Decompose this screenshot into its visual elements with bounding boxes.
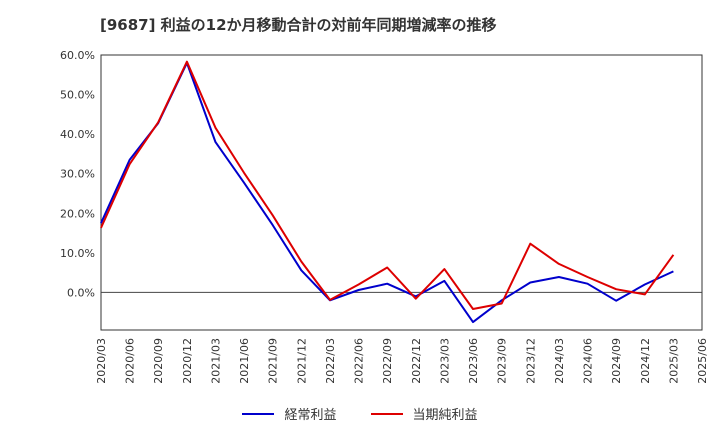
legend-item-ordinary-profit[interactable]: 経常利益 (242, 404, 337, 423)
y-tick-label: 0.0% (67, 286, 95, 299)
x-tick-label: 2020/06 (124, 338, 137, 384)
x-tick-label: 2022/06 (353, 338, 366, 384)
x-tick-label: 2024/12 (639, 338, 652, 384)
plot-frame (100, 54, 703, 331)
y-tick-label: 50.0% (60, 89, 95, 102)
x-tick-label: 2023/03 (438, 338, 451, 384)
y-tick-label: 10.0% (60, 247, 95, 260)
x-tick-label: 2023/06 (467, 338, 480, 384)
series-line-net-profit (100, 60, 675, 310)
x-tick-label: 2022/03 (324, 338, 337, 384)
x-tick-label: 2023/09 (496, 338, 509, 384)
legend-item-net-profit[interactable]: 当期純利益 (370, 404, 478, 423)
y-tick-label: 30.0% (60, 168, 95, 181)
x-tick-label: 2020/09 (152, 338, 165, 384)
y-tick-label: 20.0% (60, 207, 95, 220)
legend-swatch-net-profit (370, 412, 403, 415)
legend-label-net-profit: 当期純利益 (412, 408, 478, 423)
legend-swatch-ordinary-profit (242, 412, 275, 415)
y-tick-label: 40.0% (60, 128, 95, 141)
x-tick-label: 2020/12 (181, 338, 194, 384)
x-tick-label: 2022/09 (381, 338, 394, 384)
x-tick-label: 2021/09 (267, 338, 280, 384)
x-tick-label: 2024/06 (582, 338, 595, 384)
x-tick-label: 2024/09 (610, 338, 623, 384)
x-tick-label: 2022/12 (410, 338, 423, 384)
x-tick-label: 2020/03 (95, 338, 108, 384)
chart-title: [9687] 利益の12か月移動合計の対前年同期増減率の推移 (100, 16, 497, 34)
x-tick-label: 2021/12 (295, 338, 308, 384)
axis-layer (100, 54, 703, 331)
x-tick-label: 2024/03 (553, 338, 566, 384)
y-tick-label: 60.0% (60, 49, 95, 62)
legend: 経常利益 当期純利益 (0, 404, 720, 423)
x-tick-label: 2021/03 (209, 338, 222, 384)
x-tick-label: 2025/03 (667, 338, 680, 384)
series-line-ordinary-profit (100, 61, 674, 324)
label-layer: 0.0% 10.0% 20.0% 30.0% 40.0% 50.0% 60.0% 2020/0… (60, 49, 709, 384)
legend-label-ordinary-profit: 経常利益 (284, 408, 337, 423)
x-tick-label: 2021/06 (238, 338, 251, 384)
series-layer (100, 60, 675, 324)
x-tick-label: 2025/06 (696, 338, 709, 384)
x-tick-label: 2023/12 (524, 338, 537, 384)
